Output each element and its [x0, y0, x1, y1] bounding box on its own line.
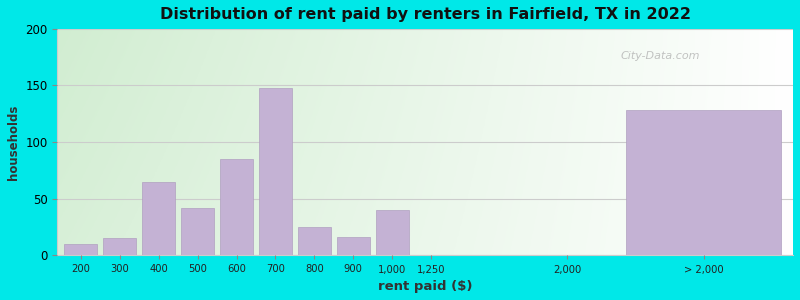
Bar	[376, 210, 409, 256]
Bar	[181, 208, 214, 256]
Bar	[64, 244, 98, 256]
Title: Distribution of rent paid by renters in Fairfield, TX in 2022: Distribution of rent paid by renters in …	[160, 7, 690, 22]
Bar	[142, 182, 175, 256]
Bar	[337, 237, 370, 256]
Bar	[259, 88, 292, 256]
Text: City-Data.com: City-Data.com	[621, 51, 701, 61]
Bar	[103, 238, 136, 256]
X-axis label: rent paid ($): rent paid ($)	[378, 280, 473, 293]
Bar	[298, 227, 331, 256]
Y-axis label: households: households	[7, 104, 20, 180]
Bar	[626, 110, 782, 256]
Bar	[220, 159, 253, 256]
